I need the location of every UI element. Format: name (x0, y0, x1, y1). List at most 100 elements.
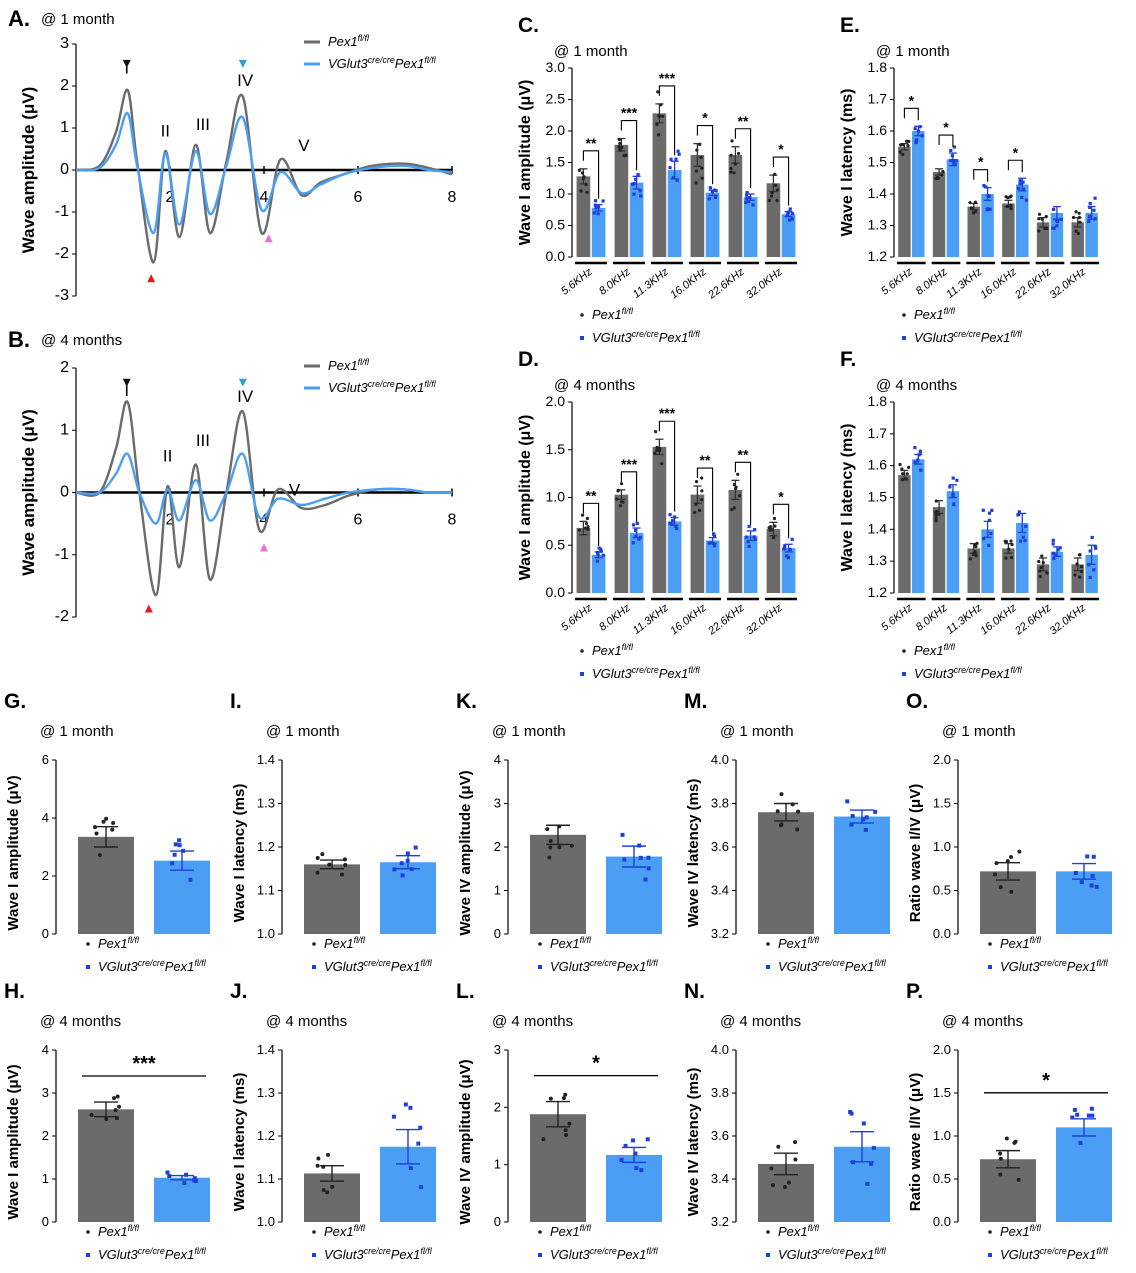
bar-mutant (1050, 212, 1064, 257)
data-point-mutant (747, 199, 751, 203)
significance-bracket (696, 125, 714, 185)
data-point-control (998, 885, 1003, 890)
data-point-mutant (1079, 880, 1084, 885)
legend-marker-mutant (766, 1253, 770, 1257)
legend-name: Pex1 (778, 936, 808, 951)
legend-superscript: cre/cre (590, 958, 617, 968)
legend-superscript: fl/fl (580, 1223, 592, 1233)
legend-marker-mutant (988, 965, 992, 969)
data-point-control (339, 872, 344, 877)
data-point-mutant (744, 200, 748, 205)
y-tick-label: 4.0 (711, 1042, 729, 1057)
data-point-control (1005, 204, 1010, 209)
data-point-control (907, 465, 911, 469)
data-point-control (694, 181, 698, 185)
peak-label: IV (237, 387, 254, 406)
panel-D: D. @ 4 months 0.0 0.5 1.0 1.5 2.0 Wave I amplit… (517, 348, 797, 681)
data-point-control (569, 843, 574, 848)
bar-mutant (946, 159, 960, 257)
data-point-mutant (630, 1138, 635, 1143)
data-point-mutant (631, 541, 635, 545)
legend-label-control: Pex1fl/fl (324, 935, 366, 951)
legend-superscript: fl/fl (358, 33, 370, 43)
data-point-control (618, 141, 622, 145)
data-point-mutant (1090, 1113, 1095, 1118)
data-point-control (1007, 547, 1011, 551)
y-tick-label: 3.8 (711, 1085, 729, 1100)
marker-wave-iv (238, 378, 247, 387)
data-point-mutant (745, 197, 749, 201)
data-point-mutant (982, 184, 986, 188)
category-label: 32.0KHz (744, 602, 785, 638)
y-tick-label: 1.8 (868, 59, 888, 75)
y-tick-label: 1.0 (546, 489, 566, 505)
x-tick-label: 6 (354, 189, 363, 206)
y-tick-label: 2.0 (546, 122, 566, 138)
data-point-mutant (674, 524, 678, 529)
data-point-control (1006, 196, 1010, 200)
data-point-control (1037, 229, 1041, 233)
data-point-mutant (1090, 535, 1094, 540)
panel-M: M. @ 1 month 3.2 3.4 3.6 3.8 4.0 Wave IV latenc… (684, 690, 890, 974)
legend-superscript: fl/fl (944, 306, 956, 316)
data-point-control (94, 831, 99, 836)
data-point-control (584, 521, 589, 526)
legend-superscript: fl/fl (580, 935, 592, 945)
data-point-mutant (170, 861, 175, 866)
y-tick-label: 1.4 (257, 1042, 275, 1057)
data-point-mutant (1052, 207, 1056, 212)
data-point-mutant (675, 178, 679, 182)
panel-title: @ 1 month (720, 723, 794, 740)
data-point-control (694, 480, 699, 484)
legend-marker-control (312, 1230, 316, 1234)
y-tick-label: 1.7 (868, 425, 888, 441)
y-tick-label: 3.2 (711, 926, 729, 941)
panel-title: @ 4 months (554, 377, 635, 394)
legend-superscript: fl/fl (874, 1246, 886, 1256)
data-point-mutant (1017, 186, 1021, 190)
significance-label: * (778, 141, 784, 157)
category-label: 11.3KHz (944, 602, 984, 637)
legend-label-control: Pex1fl/fl (98, 1223, 140, 1239)
legend-label-control: Pex1fl/fl (592, 642, 634, 658)
data-point-control (564, 1132, 569, 1137)
data-point-control (557, 824, 562, 829)
data-point-mutant (1024, 524, 1028, 528)
panel-label: G. (4, 690, 26, 713)
legend-label-mutant: VGlut3cre/crePex1fl/fl (324, 958, 433, 974)
legend-superscript: cre/cre (818, 1246, 845, 1256)
legend-marker-control (312, 942, 316, 946)
x-tick-label: 4 (260, 189, 269, 206)
data-point-control (971, 552, 976, 557)
legend-name: Pex1 (1067, 959, 1097, 974)
data-point-control (653, 451, 657, 455)
legend-label-mutant: VGlut3cre/crePex1fl/fl (592, 329, 701, 345)
y-axis-label: Wave I latency (ms) (839, 424, 856, 572)
data-point-mutant (399, 861, 404, 866)
y-tick-label: 1.4 (868, 185, 888, 201)
data-point-control (1071, 215, 1076, 220)
category-label: 5.6KHz (879, 602, 915, 634)
data-point-control (1039, 565, 1043, 570)
data-point-mutant (1089, 883, 1094, 888)
data-point-mutant (400, 873, 405, 878)
legend-marker-control (766, 1230, 770, 1234)
data-point-mutant (790, 212, 795, 216)
y-tick-label: 2 (42, 1128, 49, 1143)
bar-mutant (606, 1154, 662, 1222)
data-point-mutant (1051, 542, 1055, 546)
bar-mutant (781, 214, 796, 257)
bar-mutant (1050, 551, 1064, 593)
data-point-control (769, 525, 773, 529)
y-tick-label: 0 (494, 926, 501, 941)
significance-label: *** (659, 70, 676, 86)
data-point-control (541, 1137, 546, 1142)
data-point-control (577, 168, 581, 173)
data-point-mutant (747, 524, 751, 529)
panel-title: @ 1 month (266, 723, 340, 740)
category-label: 8.0KHz (597, 266, 633, 298)
data-point-control (729, 170, 733, 174)
data-point-mutant (405, 858, 410, 863)
data-point-control (104, 1117, 109, 1122)
